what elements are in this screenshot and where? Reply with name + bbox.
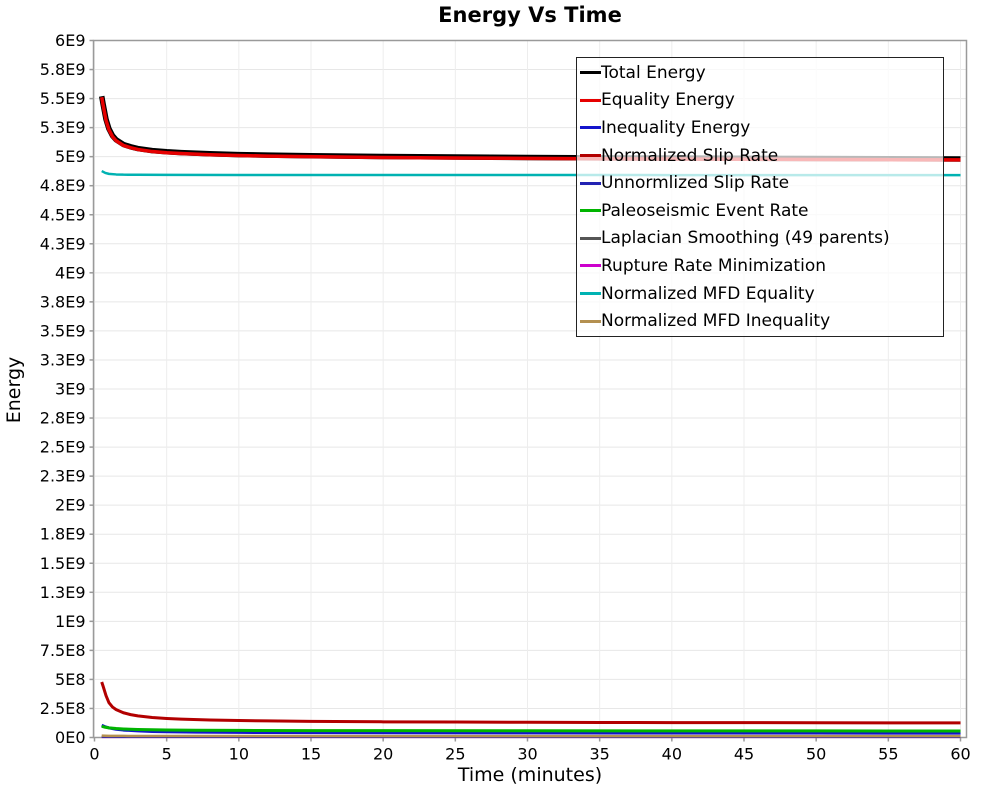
y-tick-label: 2.8E9 <box>40 409 86 428</box>
y-tick-label: 4.3E9 <box>40 234 86 253</box>
legend: Total Energy Equality Energy Inequality En… <box>576 57 944 337</box>
legend-label: Laplacian Smoothing (49 parents) <box>601 228 890 249</box>
legend-entry: Normalized MFD Inequality <box>577 307 943 335</box>
y-tick-label: 1E9 <box>55 612 85 631</box>
y-tick-label: 2.5E8 <box>40 699 86 718</box>
y-tick-label: 2.3E9 <box>40 467 86 486</box>
x-axis-label: Time (minutes) <box>457 764 603 786</box>
y-tick-label: 3.8E9 <box>40 292 86 311</box>
legend-swatch-line <box>580 98 601 102</box>
y-tick-label: 5.8E9 <box>40 60 86 79</box>
y-tick-label: 3.5E9 <box>40 321 86 340</box>
series-line <box>101 724 961 733</box>
chart-title: Energy Vs Time <box>438 3 622 27</box>
legend-swatch-line <box>580 292 601 296</box>
legend-entry: Total Energy <box>577 59 943 87</box>
x-tick-label: 25 <box>445 745 465 764</box>
legend-label: Total Energy <box>601 62 706 83</box>
y-tick-label: 1.3E9 <box>40 583 86 602</box>
y-tick-label: 3E9 <box>55 380 85 399</box>
legend-swatch-line <box>580 264 601 268</box>
x-tick-label: 10 <box>229 745 249 764</box>
legend-swatch-line <box>580 181 601 185</box>
legend-entry: Unnormlized Slip Rate <box>577 169 943 197</box>
legend-label: Paleoseismic Event Rate <box>601 200 809 221</box>
legend-label: Rupture Rate Minimization <box>601 255 826 276</box>
legend-swatch-line <box>580 319 601 323</box>
y-tick-label: 5E9 <box>55 147 85 166</box>
legend-label: Normalized Slip Rate <box>601 145 779 166</box>
y-tick-label: 1.5E9 <box>40 554 86 573</box>
legend-label: Normalized MFD Equality <box>601 283 815 304</box>
legend-label: Inequality Energy <box>601 117 751 138</box>
legend-entry: Paleoseismic Event Rate <box>577 197 943 225</box>
legend-entry: Rupture Rate Minimization <box>577 252 943 280</box>
x-tick-label: 60 <box>950 745 970 764</box>
y-tick-label: 4E9 <box>55 263 85 282</box>
legend-entry: Equality Energy <box>577 87 943 115</box>
legend-entry: Normalized MFD Equality <box>577 280 943 308</box>
legend-entry: Normalized Slip Rate <box>577 142 943 170</box>
x-tick-label: 50 <box>806 745 826 764</box>
y-tick-label: 1.8E9 <box>40 525 86 544</box>
legend-entry: Inequality Energy <box>577 114 943 142</box>
x-tick-label: 45 <box>734 745 754 764</box>
y-tick-label: 2.5E9 <box>40 438 86 457</box>
x-tick-label: 15 <box>301 745 321 764</box>
legend-swatch-line <box>580 236 601 240</box>
legend-swatch-line <box>580 126 601 130</box>
x-tick-label: 55 <box>878 745 898 764</box>
x-tick-label: 5 <box>162 745 172 764</box>
legend-label: Equality Energy <box>601 90 735 111</box>
legend-label: Unnormlized Slip Rate <box>601 173 790 194</box>
x-tick-label: 40 <box>662 745 682 764</box>
x-tick-label: 20 <box>373 745 393 764</box>
y-tick-label: 5E8 <box>55 670 85 689</box>
y-tick-label: 0E0 <box>55 728 85 747</box>
x-tick-label: 35 <box>589 745 609 764</box>
y-tick-label: 4.8E9 <box>40 176 86 195</box>
legend-swatch-line <box>580 209 601 213</box>
x-tick-label: 0 <box>89 745 99 764</box>
legend-entry: Laplacian Smoothing (49 parents) <box>577 225 943 253</box>
y-tick-label: 2E9 <box>55 496 85 515</box>
series-line <box>100 681 961 725</box>
x-tick-label: 30 <box>517 745 537 764</box>
y-tick-label: 5.3E9 <box>40 118 86 137</box>
y-tick-label: 4.5E9 <box>40 205 86 224</box>
legend-label: Normalized MFD Inequality <box>601 311 831 332</box>
y-tick-label: 6E9 <box>55 31 85 50</box>
y-tick-label: 7.5E8 <box>40 641 86 660</box>
legend-swatch-line <box>580 154 601 158</box>
y-tick-label: 3.3E9 <box>40 350 86 369</box>
legend-swatch-line <box>580 71 601 75</box>
y-tick-label: 5.5E9 <box>40 89 86 108</box>
